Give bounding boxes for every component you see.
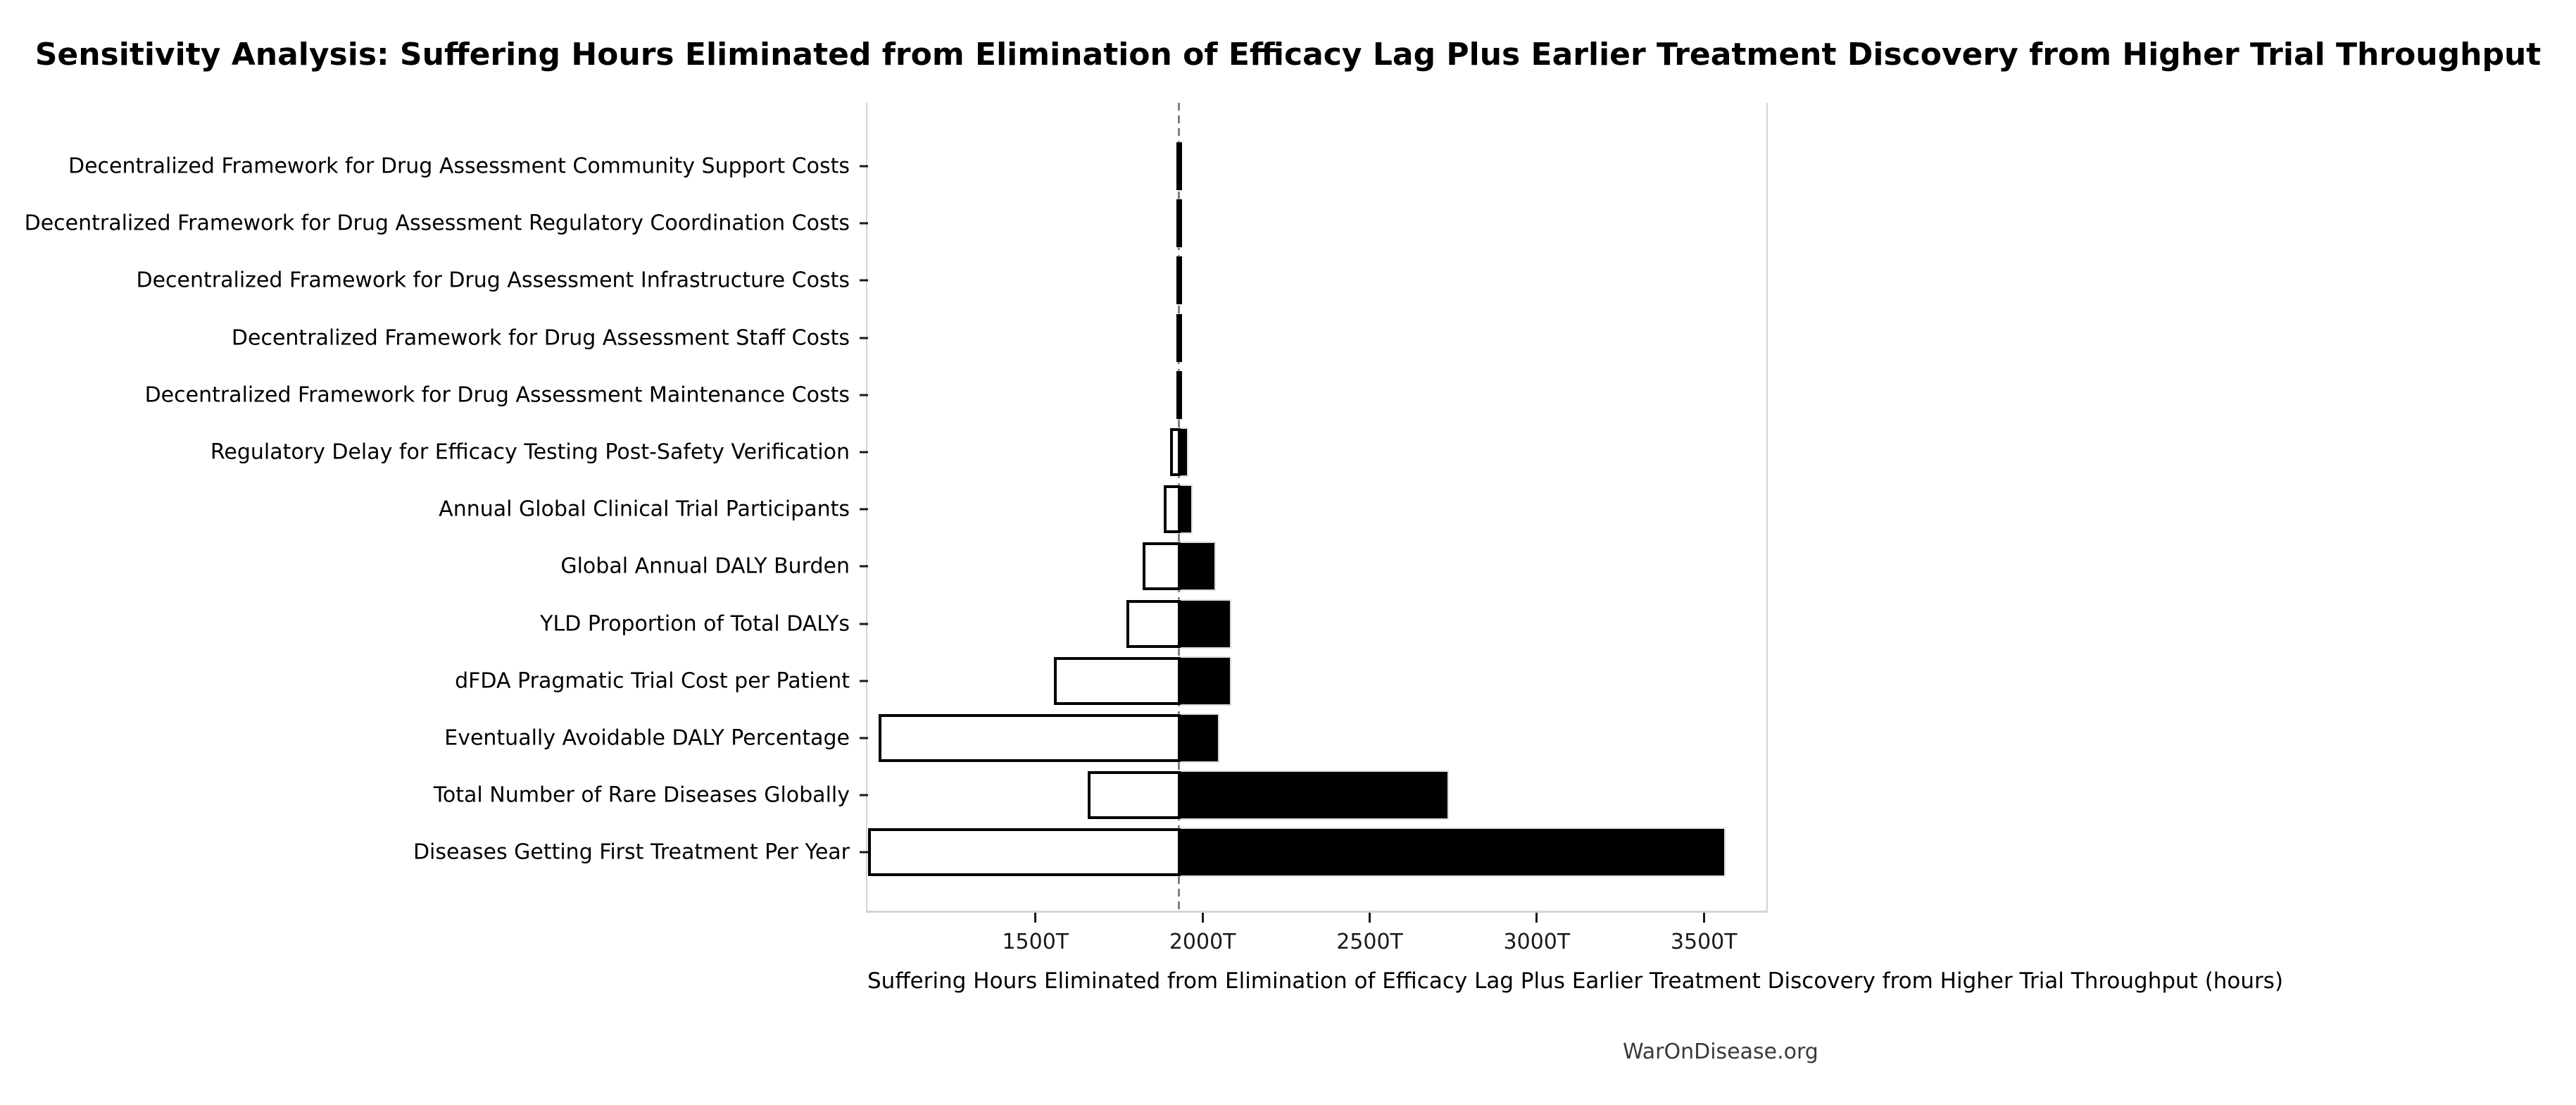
x-tick-mark [1201,913,1204,923]
y-tick-mark [860,222,868,225]
tornado-bar-low [1176,256,1183,305]
x-tick-mark [1535,913,1538,923]
y-tick-mark [860,737,868,739]
y-tick-mark [860,851,868,854]
y-tick-label: YLD Proportion of Total DALYs [540,611,850,637]
y-tick-mark [860,623,868,625]
tornado-bar-low [1176,370,1182,419]
tornado-bar-low [1176,142,1183,190]
y-tick-label: Decentralized Framework for Drug Assessm… [24,211,850,236]
tornado-bar-high [1178,485,1193,535]
x-tick-label: 2000T [1169,930,1236,954]
y-tick-label: Regulatory Delay for Efficacy Testing Po… [210,439,850,465]
y-axis-spine [866,103,867,911]
y-tick-mark [860,165,868,168]
x-tick-mark [1702,913,1705,923]
tornado-bar-high [1178,770,1449,820]
tornado-bar-high [1178,599,1231,649]
tornado-bar-high [1178,542,1216,592]
chart-title: Sensitivity Analysis: Suffering Hours El… [34,37,2542,73]
tornado-bar-low [1176,313,1182,362]
y-tick-label: Diseases Getting First Treatment Per Yea… [413,839,850,865]
y-tick-label: Global Annual DALY Burden [560,554,850,579]
y-tick-mark [860,451,868,454]
x-tick-label: 3000T [1503,930,1571,954]
tornado-bar-high [1178,713,1219,763]
tornado-bar-high [1178,656,1231,706]
y-tick-label: Total Number of Rare Diseases Globally [433,782,850,808]
x-tick-label: 1500T [1002,930,1069,954]
x-axis-spine [866,911,1768,913]
tornado-bar-low [867,828,1181,877]
y-tick-mark [860,794,868,797]
y-tick-label: Decentralized Framework for Drug Assessm… [144,382,850,408]
tornado-bar-low [1087,771,1181,820]
y-tick-mark [860,565,868,568]
y-tick-mark [860,680,868,682]
y-tick-mark [860,508,868,511]
right-spine [1766,103,1768,911]
y-tick-label: Eventually Avoidable DALY Percentage [444,725,850,751]
x-tick-mark [1034,913,1037,923]
tornado-bar-low [1142,542,1181,591]
tornado-bar-low [1176,199,1183,248]
x-tick-label: 2500T [1336,930,1403,954]
y-tick-label: Decentralized Framework for Drug Assessm… [136,268,850,293]
y-tick-mark [860,337,868,339]
y-tick-label: Annual Global Clinical Trial Participant… [439,497,850,522]
y-tick-label: Decentralized Framework for Drug Assessm… [68,154,850,179]
y-tick-label: dFDA Pragmatic Trial Cost per Patient [455,668,850,694]
tornado-bar-low [1170,428,1181,476]
x-tick-label: 3500T [1670,930,1738,954]
tornado-bar-high [1178,828,1726,878]
tornado-bar-low [1163,485,1181,534]
y-tick-label: Decentralized Framework for Drug Assessm… [231,325,850,351]
tornado-bar-low [1054,656,1181,705]
x-tick-mark [1369,913,1371,923]
x-axis-title: Suffering Hours Eliminated from Eliminat… [867,968,2284,994]
y-tick-mark [860,394,868,397]
watermark-text: WarOnDisease.org [1623,1040,1818,1064]
tornado-bar-low [879,714,1181,762]
y-tick-mark [860,279,868,282]
tornado-bar-low [1126,599,1181,648]
